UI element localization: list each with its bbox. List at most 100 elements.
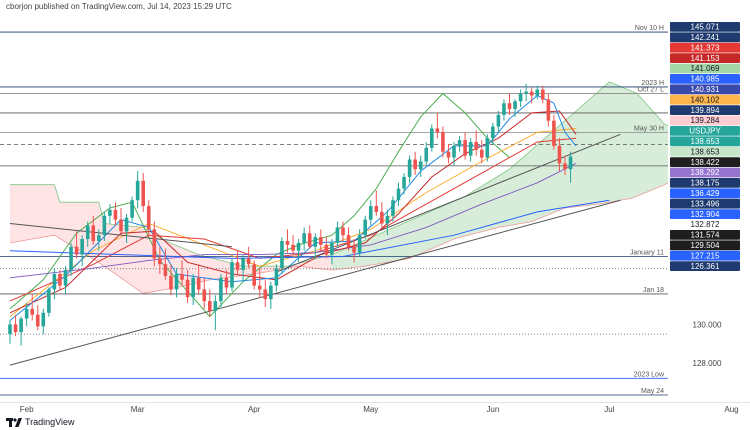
level-label-9: Jan 18 xyxy=(643,287,664,294)
tradingview-logo-icon xyxy=(6,417,22,427)
svg-text:132.872: 132.872 xyxy=(691,220,720,229)
candle-39 xyxy=(224,270,229,294)
candle-83 xyxy=(468,138,473,162)
candle-body xyxy=(130,200,134,218)
candle-37 xyxy=(213,295,218,331)
candle-body xyxy=(91,225,96,241)
candle-46 xyxy=(263,279,268,307)
publisher-info: cborjon published on TradingView.com, Ju… xyxy=(6,2,232,11)
candle-body xyxy=(52,273,57,290)
svg-text:133.496: 133.496 xyxy=(691,199,720,208)
candle-body xyxy=(63,270,68,286)
candle-89 xyxy=(502,99,506,121)
candle-95 xyxy=(535,85,540,100)
candle-66 xyxy=(374,190,379,216)
candle-92 xyxy=(518,89,523,108)
candle-body xyxy=(58,273,62,286)
candle-2 xyxy=(19,316,23,346)
candle-84 xyxy=(474,130,478,156)
candle-body xyxy=(119,219,123,232)
svg-text:140.985: 140.985 xyxy=(691,75,720,84)
svg-text:141.373: 141.373 xyxy=(691,43,720,52)
candle-12 xyxy=(74,231,79,259)
level-label-11: 2023 Low xyxy=(634,371,665,378)
candle-20 xyxy=(119,208,123,236)
svg-text:141.153: 141.153 xyxy=(691,54,720,63)
candle-19 xyxy=(113,202,118,226)
candle-73 xyxy=(413,151,417,176)
candle-13 xyxy=(80,235,84,267)
candle-body xyxy=(479,149,484,158)
price-badge-9: 139.284 xyxy=(670,115,740,126)
candle-23 xyxy=(135,171,140,208)
candle-25 xyxy=(146,200,151,236)
candle-41 xyxy=(235,250,240,274)
candle-65 xyxy=(368,200,373,226)
svg-text:138.653: 138.653 xyxy=(691,147,720,156)
candle-body xyxy=(30,308,34,315)
svg-text:138.292: 138.292 xyxy=(691,168,720,177)
price-axis: 134.000130.000128.000145.071142.241141.3… xyxy=(668,14,750,414)
candle-body xyxy=(163,264,168,276)
svg-text:138.653: 138.653 xyxy=(691,137,720,146)
candle-body xyxy=(430,128,434,148)
candle-body xyxy=(291,244,295,251)
price-badge-17: 133.496 xyxy=(670,198,740,209)
candle-body xyxy=(252,264,256,286)
x-tick-1: Mar xyxy=(131,405,145,414)
candle-body xyxy=(307,233,312,247)
y-tick-1: 130.000 xyxy=(693,320,722,329)
svg-text:139.894: 139.894 xyxy=(691,106,720,115)
trend-line-1 xyxy=(276,133,621,273)
candle-97 xyxy=(546,93,551,127)
candle-80 xyxy=(452,142,456,166)
candle-body xyxy=(507,103,512,110)
candle-body xyxy=(413,159,417,170)
candle-body xyxy=(13,324,18,333)
x-tick-4: Jun xyxy=(486,405,499,414)
candle-body xyxy=(135,180,140,201)
candle-35 xyxy=(202,277,207,309)
candle-9 xyxy=(58,270,62,290)
candle-body xyxy=(441,132,445,152)
candle-10 xyxy=(63,266,68,294)
candle-88 xyxy=(496,111,501,133)
svg-text:138.175: 138.175 xyxy=(691,179,720,188)
candle-body xyxy=(219,277,223,302)
candle-body xyxy=(174,273,179,290)
candle-52 xyxy=(296,239,301,263)
candle-69 xyxy=(391,196,395,222)
candle-94 xyxy=(529,87,534,104)
level-label-12: May 24 xyxy=(641,388,664,395)
svg-text:139.284: 139.284 xyxy=(691,116,720,125)
candle-body xyxy=(47,289,51,313)
candle-93 xyxy=(524,83,528,102)
candle-body xyxy=(269,285,273,300)
price-badge-13: 138.422 xyxy=(670,157,740,167)
candle-26 xyxy=(152,221,157,267)
y-tick-2: 128.000 xyxy=(693,359,722,368)
candle-0 xyxy=(8,320,12,344)
candle-body xyxy=(169,275,173,290)
candle-body xyxy=(391,200,395,216)
candle-34 xyxy=(196,264,201,294)
candle-body xyxy=(368,206,373,220)
price-badge-1: 142.241 xyxy=(670,32,740,43)
candle-85 xyxy=(479,140,484,164)
candle-98 xyxy=(552,114,556,150)
svg-text:145.071: 145.071 xyxy=(691,23,720,32)
candle-body xyxy=(191,277,195,298)
candle-body xyxy=(418,161,423,170)
candle-body xyxy=(246,258,251,265)
candle-36 xyxy=(208,289,212,317)
level-label-7: January 11 xyxy=(630,250,664,257)
candle-64 xyxy=(363,215,367,240)
tradingview-footer[interactable]: TradingView xyxy=(6,415,75,429)
price-badge-14: 138.292 xyxy=(670,167,740,178)
candle-body xyxy=(213,301,218,311)
candle-body xyxy=(324,244,329,255)
candle-43 xyxy=(246,246,251,269)
candle-body xyxy=(319,237,323,245)
candle-body xyxy=(263,289,268,300)
